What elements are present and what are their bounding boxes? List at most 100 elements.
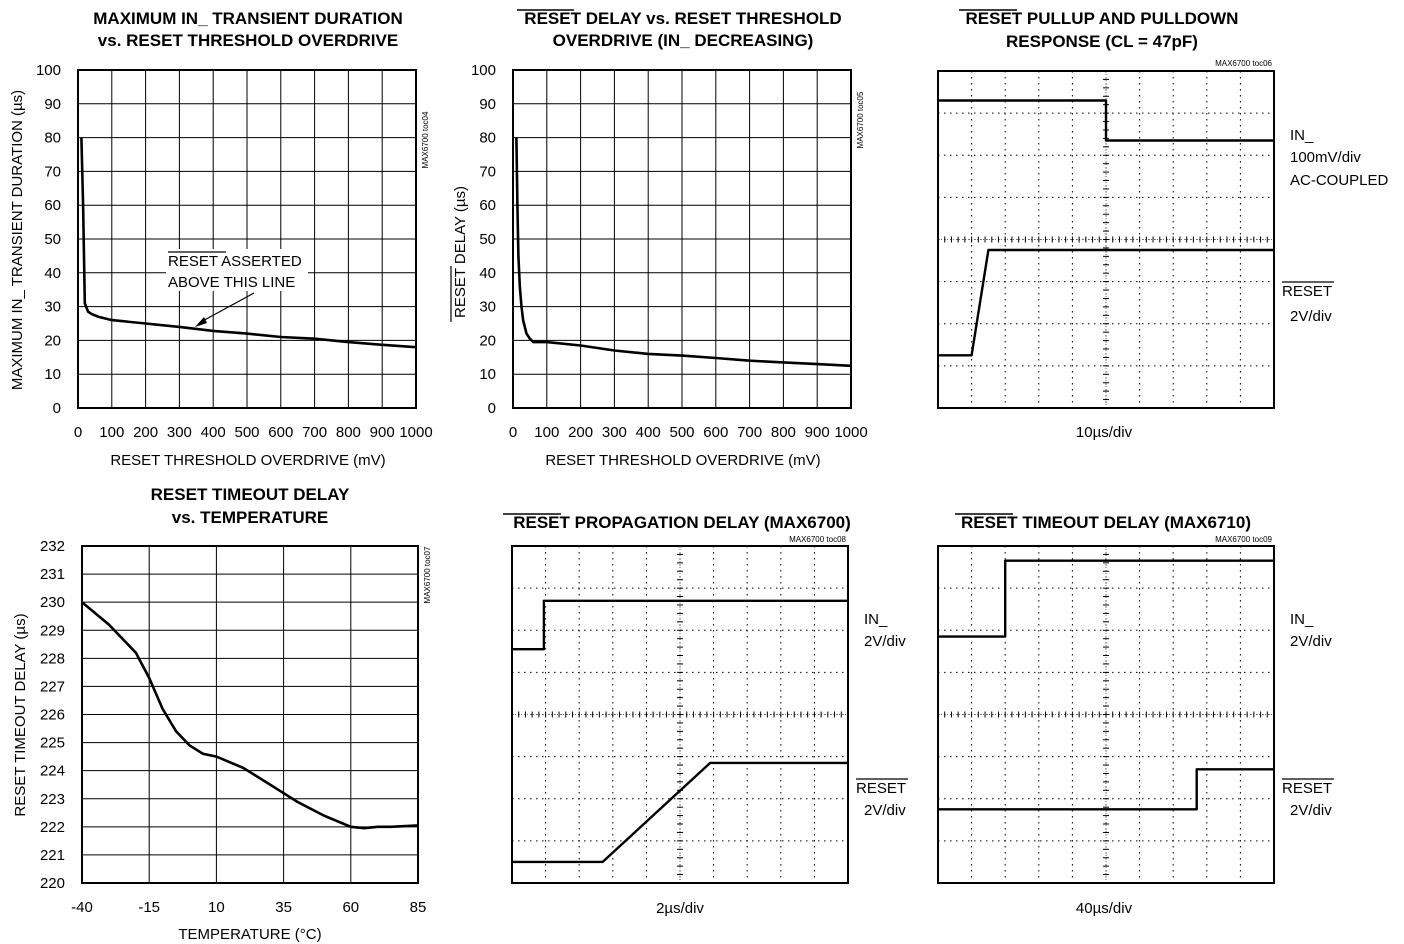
x-tick-label: 900: [370, 424, 395, 441]
y-tick-label: 20: [44, 332, 61, 349]
y-tick-labels: 220 221 222 223 224 225 226 227 228 229 230 231 232: [40, 538, 65, 892]
timebase-label: 2µs/div: [656, 900, 704, 917]
x-tick-label: 100: [534, 424, 559, 441]
chart-tag: MAX6700 toc09: [1215, 535, 1272, 544]
chart-title-line-2: vs. TEMPERATURE: [172, 508, 329, 527]
scope-grid: [938, 546, 1274, 883]
chart-tag: MAX6700 toc06: [1215, 59, 1272, 68]
x-tick-labels: -40 -15 10 35 60 85: [71, 899, 426, 916]
trace-label-in-scale: 2V/div: [1290, 633, 1332, 650]
x-tick-label: 1000: [834, 424, 867, 441]
y-tick-label: 40: [479, 265, 496, 282]
y-tick-label: 221: [40, 847, 65, 864]
y-tick-label: 100: [471, 62, 496, 79]
x-tick-label: 700: [302, 424, 327, 441]
timebase-label: 10µs/div: [1076, 424, 1133, 441]
trace-label-reset: RESET: [856, 780, 906, 797]
y-tick-label: 220: [40, 875, 65, 892]
annotation-arrow-line: [199, 293, 254, 323]
plot-grid: [78, 70, 416, 408]
y-tick-label: 10: [44, 366, 61, 383]
series-curve: [81, 138, 416, 348]
chart-timeout-vs-temp: RESET TIMEOUT DELAY vs. TEMPERATURE 220 2…: [12, 485, 432, 943]
x-tick-label: 200: [133, 424, 158, 441]
trace-label-reset-scale: 2V/div: [1290, 802, 1332, 819]
y-tick-label: 20: [479, 332, 496, 349]
y-tick-label: 10: [479, 366, 496, 383]
x-tick-label: 800: [771, 424, 796, 441]
x-tick-label: 85: [410, 899, 427, 916]
y-tick-label: 40: [44, 265, 61, 282]
y-tick-label: 50: [44, 231, 61, 248]
x-tick-label: 0: [509, 424, 517, 441]
plot-grid: [82, 546, 418, 883]
chart-reset-delay: RESET DELAY vs. RESET THRESHOLD OVERDRIV…: [451, 9, 868, 469]
chart-timeout-delay-6710: RESET TIMEOUT DELAY (MAX6710) MAX6700 to…: [938, 513, 1334, 917]
y-tick-label: 228: [40, 650, 65, 667]
y-tick-label: 229: [40, 622, 65, 639]
y-axis-label: RESET TIMEOUT DELAY (µs): [12, 613, 29, 816]
x-tick-label: 400: [201, 424, 226, 441]
x-tick-label: -15: [138, 899, 160, 916]
x-tick-label: 300: [167, 424, 192, 441]
chart-tag: MAX6700 toc05: [856, 91, 865, 148]
trace-label-in: IN_: [864, 611, 888, 628]
y-tick-label: 0: [53, 400, 61, 417]
y-tick-label: 30: [44, 299, 61, 316]
chart-title-line-1: RESET TIMEOUT DELAY: [151, 485, 350, 504]
x-tick-label: 35: [275, 899, 292, 916]
chart-title: RESET PROPAGATION DELAY (MAX6700): [513, 513, 851, 532]
trace-label-in-coupling: AC-COUPLED: [1290, 172, 1389, 189]
y-tick-label: 100: [36, 62, 61, 79]
y-tick-label: 60: [479, 197, 496, 214]
x-tick-label: 900: [805, 424, 830, 441]
y-tick-labels: 0 10 20 30 40 50 60 70 80 90 100: [36, 62, 61, 417]
trace-label-reset: RESET: [1282, 780, 1332, 797]
y-tick-label: 30: [479, 299, 496, 316]
y-tick-label: 60: [44, 197, 61, 214]
x-tick-label: 300: [602, 424, 627, 441]
y-tick-label: 90: [479, 96, 496, 113]
y-tick-label: 225: [40, 735, 65, 752]
x-tick-label: -40: [71, 899, 93, 916]
chart-tag: MAX6700 toc08: [789, 535, 846, 544]
y-tick-label: 80: [44, 130, 61, 147]
y-tick-label: 232: [40, 538, 65, 555]
x-tick-label: 60: [342, 899, 359, 916]
trace-label-reset: RESET: [1282, 283, 1332, 300]
y-tick-label: 90: [44, 96, 61, 113]
x-tick-label: 0: [74, 424, 82, 441]
x-tick-labels: 0 100 200 300 400 500 600 700 800 900 1000: [509, 424, 868, 441]
x-tick-label: 600: [268, 424, 293, 441]
chart-title-line-1: MAXIMUM IN_ TRANSIENT DURATION: [93, 9, 402, 28]
y-tick-label: 0: [488, 400, 496, 417]
chart-transient-duration: MAXIMUM IN_ TRANSIENT DURATION vs. RESET…: [9, 9, 433, 469]
annotation-line-1: RESET ASSERTED: [168, 253, 302, 270]
y-tick-label: 226: [40, 707, 65, 724]
chart-title: RESET TIMEOUT DELAY (MAX6710): [961, 513, 1251, 532]
chart-title-line-2: RESPONSE (CL = 47pF): [1006, 32, 1198, 51]
chart-tag: MAX6700 toc04: [421, 111, 430, 168]
trace-label-reset-scale: 2V/div: [864, 802, 906, 819]
y-tick-label: 50: [479, 231, 496, 248]
annotation-line-2: ABOVE THIS LINE: [168, 274, 295, 291]
x-tick-label: 500: [234, 424, 259, 441]
y-tick-label: 227: [40, 678, 65, 695]
y-tick-label: 231: [40, 566, 65, 583]
y-tick-label: 223: [40, 791, 65, 808]
x-tick-label: 700: [737, 424, 762, 441]
x-axis-label: RESET THRESHOLD OVERDRIVE (mV): [110, 452, 385, 469]
trace-label-reset-scale: 2V/div: [1290, 308, 1332, 325]
trace-label-in: IN_: [1290, 127, 1314, 144]
y-tick-label: 70: [44, 163, 61, 180]
y-tick-label: 80: [479, 130, 496, 147]
y-tick-label: 230: [40, 594, 65, 611]
chart-title-line-2: OVERDRIVE (IN_ DECREASING): [553, 31, 814, 50]
trace-label-in-scale: 100mV/div: [1290, 149, 1361, 166]
y-axis-label: RESET DELAY (µs): [452, 186, 469, 318]
timebase-label: 40µs/div: [1076, 900, 1133, 917]
x-tick-label: 200: [568, 424, 593, 441]
plot-grid: [513, 70, 851, 408]
chart-title-line-1: RESET PULLUP AND PULLDOWN: [966, 9, 1239, 28]
